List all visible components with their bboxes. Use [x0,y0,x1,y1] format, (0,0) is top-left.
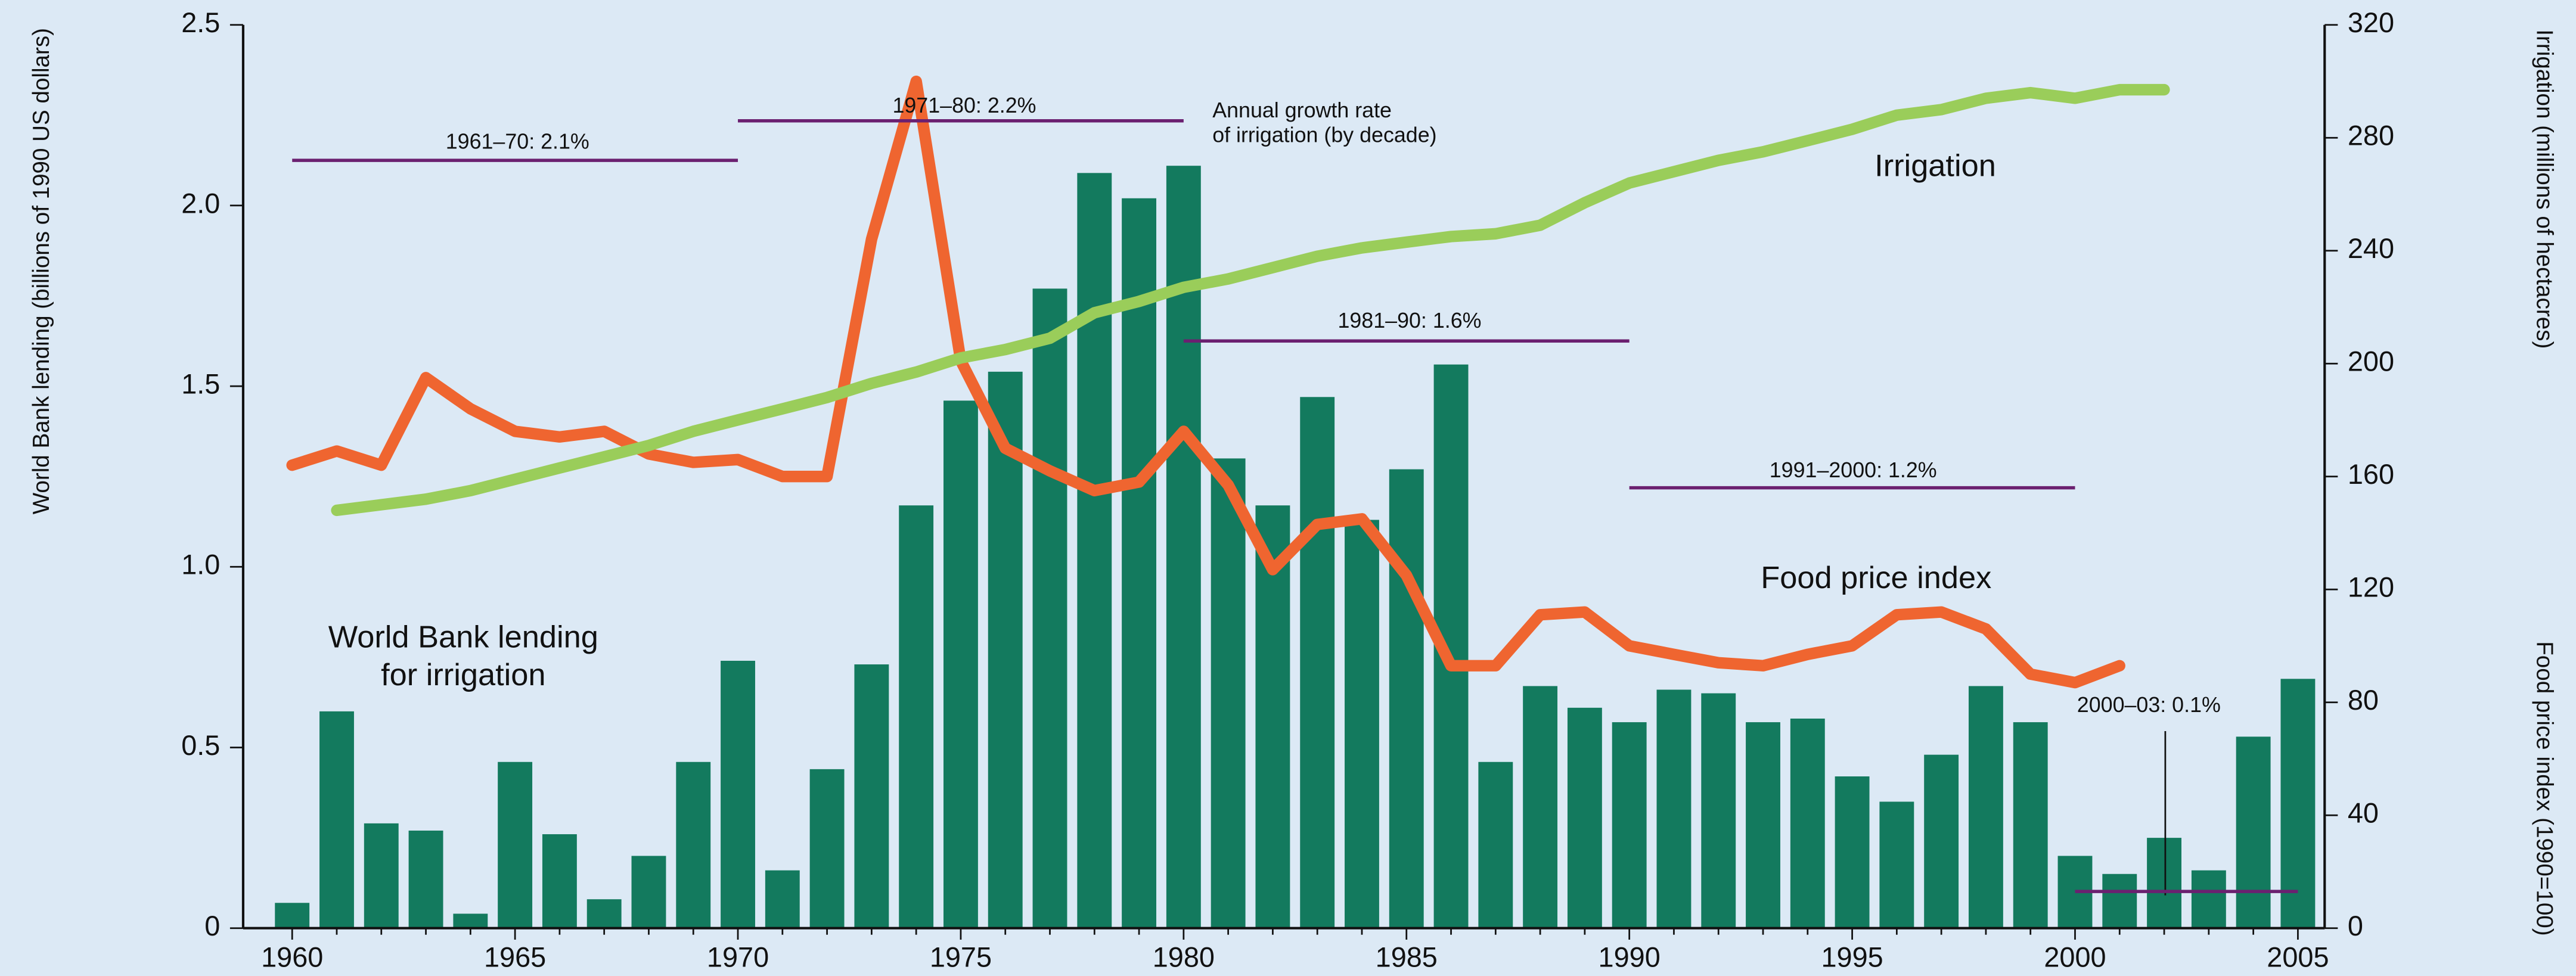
bar [2280,679,2316,928]
bar [542,834,577,928]
bar [1746,722,1780,928]
y2-axis-label-lower: Food price index (1990=100) [2532,641,2558,935]
bar [854,664,889,928]
x-tick-label: 1970 [707,941,769,972]
y2-axis-label: Irrigation (millions of hectacres) [2532,29,2558,349]
bar [1701,693,1736,928]
bar [275,903,310,928]
y-tick-label: 0 [204,910,220,941]
x-tick-label: 2005 [2267,941,2329,972]
x-tick-label: 1965 [484,941,546,972]
bar [1478,761,1513,928]
bar [1879,801,1914,928]
series-label: Irrigation [1874,148,1996,183]
bar [721,660,755,928]
x-tick-label: 2000 [2044,941,2106,972]
y2-tick-label: 200 [2348,346,2394,377]
bar [1389,469,1424,928]
bar [2102,874,2137,928]
y-tick-label: 1.0 [181,549,220,580]
bar [1924,754,1959,928]
y-tick-label: 2.0 [181,188,220,219]
bar [408,830,443,928]
series-label: Food price index [1761,561,1991,595]
y2-tick-label: 120 [2348,572,2394,603]
annotation-title: Annual growth rate [1212,98,1392,122]
x-tick-label: 1985 [1376,941,1438,972]
bar [2191,870,2226,928]
bar [988,371,1023,928]
y-tick-label: 1.5 [181,368,220,399]
y2-tick-label: 40 [2348,798,2379,829]
annotation-title: of irrigation (by decade) [1212,123,1436,147]
bar [319,711,354,928]
annotation-label: 2000–03: 0.1% [2077,693,2221,717]
y2-tick-label: 320 [2348,7,2394,38]
y2-tick-label: 280 [2348,120,2394,151]
series-label: for irrigation [381,658,545,692]
bar [1968,686,2003,928]
bar [1523,686,1558,928]
bar [765,870,800,928]
bar [1612,722,1647,928]
x-tick-label: 1990 [1599,941,1661,972]
bar [453,913,488,928]
y-tick-label: 0.5 [181,730,220,761]
bar [1567,707,1602,928]
annotation-label: 1981–90: 1.6% [1337,309,1481,332]
y2-tick-label: 240 [2348,233,2394,264]
x-tick-label: 1980 [1153,941,1215,972]
bar [1032,288,1067,928]
x-tick-label: 1960 [261,941,323,972]
bar [364,823,399,928]
bar [809,769,845,928]
bar [1345,520,1379,928]
bar [2147,838,2181,928]
bar [2013,722,2048,928]
bar [1656,689,1692,928]
x-tick-label: 1975 [930,941,992,972]
y-axis-label: World Bank lending (billions of 1990 US … [29,28,54,514]
y2-tick-label: 160 [2348,459,2394,490]
annotation-label: 1971–80: 2.2% [892,94,1036,117]
bar [1211,458,1246,928]
line-series [331,83,2170,517]
series-label: World Bank lending [328,620,598,654]
bar [1300,397,1335,928]
y2-tick-label: 0 [2348,910,2363,941]
line-series [286,75,2125,689]
bar [631,856,666,928]
bar [943,400,978,928]
bar [1790,718,1825,928]
bar [1255,505,1290,928]
bar [899,505,934,928]
bar [586,899,622,928]
y-tick-label: 2.5 [181,7,220,38]
bar [498,761,533,928]
annotation-label: 1991–2000: 1.2% [1770,458,1937,482]
bar [1835,776,1870,928]
annotation-label: 1961–70: 2.1% [446,130,589,154]
bar [2236,736,2271,928]
bar [1077,173,1112,928]
y2-tick-label: 80 [2348,685,2379,716]
bar [1122,198,1157,928]
bar [676,761,711,928]
x-tick-label: 1995 [1821,941,1883,972]
